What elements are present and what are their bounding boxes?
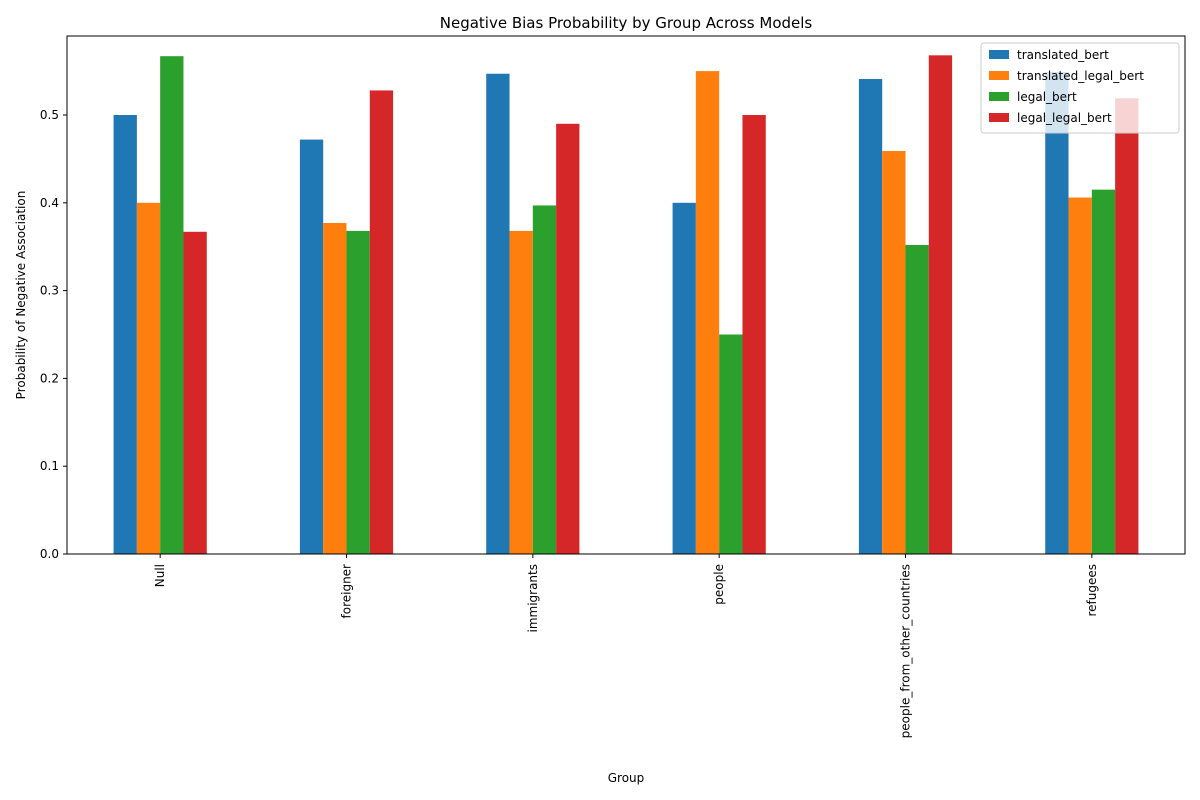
bar-legal_bert-Null [160,56,184,554]
y-tick-label: 0.5 [40,108,59,122]
legend-label-legal_bert: legal_bert [1017,90,1077,104]
bar-translated_bert-people [672,202,696,554]
bar-translated_legal_bert-people [695,71,720,555]
bar-translated_legal_bert-foreigner [323,223,347,554]
y-tick-label: 0.0 [40,547,59,561]
y-tick-label: 0.1 [40,459,59,473]
bar-translated_legal_bert-Null [136,202,161,554]
legend-swatch-translated_bert [989,50,1009,59]
x-tick-label: Null [153,564,167,587]
bar-legal_bert-people [719,334,743,554]
x-axis: Null foreigner immigrants people people_from… [153,554,1099,738]
legend-swatch-legal_bert [989,92,1009,101]
bar-translated_bert-foreigner [299,139,324,554]
bar-translated_bert-immigrants [486,73,510,554]
x-tick-label: immigrants [526,564,540,633]
x-tick-label: people_from_other_countries [899,564,913,738]
bar-legal_legal_bert-foreigner [369,90,394,555]
legend-label-translated_bert: translated_bert [1017,48,1109,62]
bar-translated_legal_bert-immigrants [509,230,533,554]
bar-legal_bert-people_from_other_countries [905,244,929,554]
bar-legal_legal_bert-immigrants [556,123,580,555]
chart-title: Negative Bias Probability by Group Acros… [440,14,813,32]
bar-translated_bert-refugees [1045,72,1069,554]
plot-frame [66,35,1186,555]
legend-swatch-translated_legal_bert [989,71,1009,80]
bar-translated_bert-people_from_other_countries [858,79,883,555]
bar-translated_bert-Null [113,115,137,555]
bar-translated_legal_bert-refugees [1068,197,1092,555]
bar-legal_bert-foreigner [346,230,370,554]
bar-legal_bert-immigrants [532,205,557,554]
bar-translated_legal_bert-people_from_other_countries [882,151,906,554]
y-axis-label: Probability of Negative Association [14,191,28,400]
y-tick-label: 0.4 [40,196,59,210]
legend-swatch-legal_legal_bert [989,113,1009,122]
bars-group [113,55,1139,555]
bar-legal_legal_bert-refugees [1115,98,1139,554]
bar-legal_legal_bert-Null [183,231,207,555]
y-axis: 0.0 0.1 0.2 0.3 0.4 0.5 [40,108,67,561]
x-tick-label: refugees [1085,564,1099,617]
legend-label-translated_legal_bert: translated_legal_bert [1017,69,1144,83]
y-tick-label: 0.2 [40,371,59,385]
x-axis-label: Group [608,771,645,785]
x-tick-label: people [712,564,726,605]
legend-box [980,42,1180,134]
bar-legal_legal_bert-people_from_other_countries [928,55,953,554]
x-tick-label: foreigner [340,564,354,619]
bar-legal_bert-refugees [1091,189,1116,554]
legend: translated_bert translated_legal_bertlega… [980,42,1180,134]
y-tick-label: 0.3 [40,284,59,298]
legend-label-legal_legal_bert: legal_legal_bert [1017,111,1112,125]
bar-legal_legal_bert-people [742,115,766,555]
